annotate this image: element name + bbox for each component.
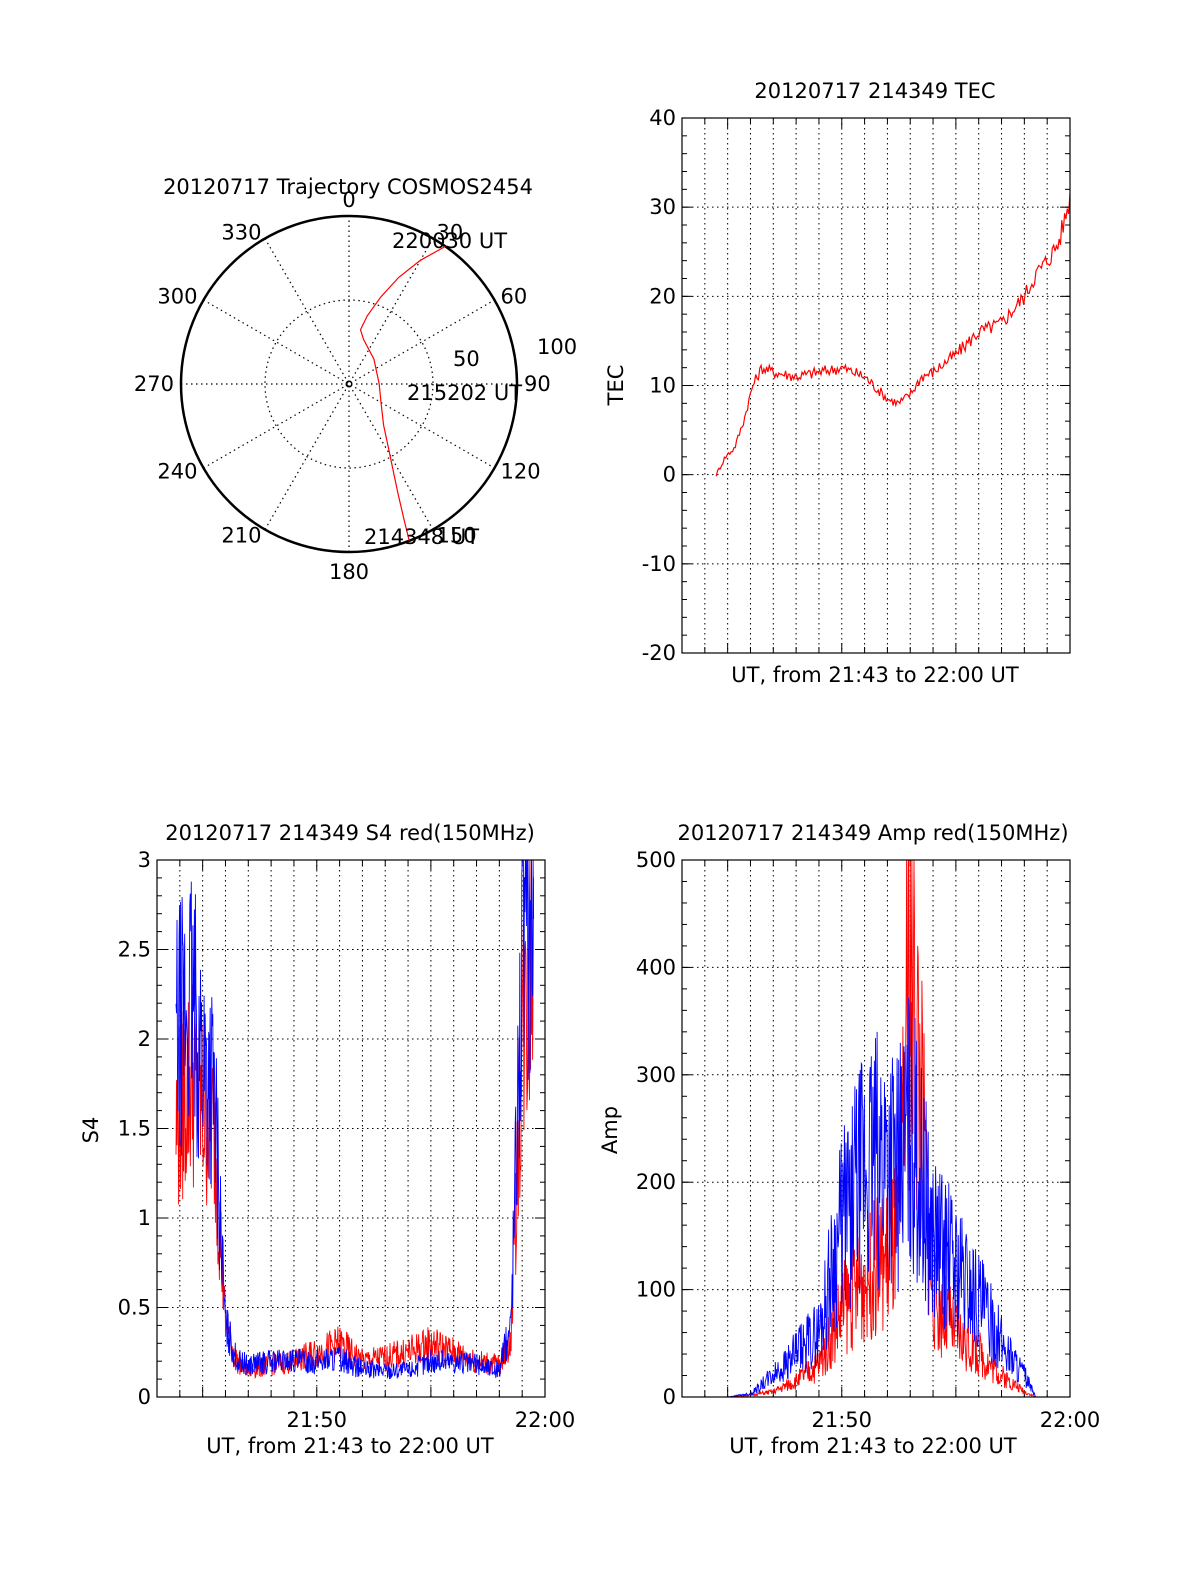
amp-series [701, 859, 1070, 1398]
tec-ytick-label: -20 [642, 641, 676, 665]
amp-ytick-label: 0 [663, 1385, 676, 1409]
tec-plot-frame [681, 117, 1071, 654]
s4-ytick-label: 0 [138, 1385, 151, 1409]
polar-angle-tick: 0 [342, 188, 355, 212]
tec-grid [681, 117, 1071, 654]
s4-series-line [175, 859, 535, 1380]
polar-spoke [203, 299, 495, 469]
polar-angle-tick: 300 [157, 285, 197, 309]
tec-y-label: TEC [604, 365, 628, 407]
s4-plot-frame [156, 859, 546, 1398]
s4-series [175, 859, 535, 1380]
polar-inner-ring [264, 299, 434, 469]
trajectory-label-mid: 215202 UT [407, 381, 522, 405]
tec-series [715, 193, 1071, 477]
polar-angle-tick: 150 [437, 524, 477, 548]
tec-ytick-label: 10 [649, 374, 676, 398]
polar-angle-tick: 180 [329, 560, 369, 584]
amp-y-label: Amp [598, 1106, 622, 1154]
amp-ytick-label: 300 [636, 1063, 676, 1087]
amp-y-ticks: 0 100 200 300 400 500 [636, 848, 676, 1409]
radial-tick-50: 50 [453, 347, 480, 371]
polar-angle-tick: 240 [157, 460, 197, 484]
s4-title: 20120717 214349 S4 red(150MHz) [165, 821, 535, 845]
amp-xtick-label: 21:50 [811, 1408, 872, 1432]
s4-ytick-label: 1 [138, 1206, 151, 1230]
tec-ytick-label: 20 [649, 284, 676, 308]
amp-xtick-label: 22:00 [1040, 1408, 1101, 1432]
tec-ytick-label: 30 [649, 195, 676, 219]
s4-series-line [175, 859, 535, 1380]
polar-angle-tick: 60 [501, 285, 528, 309]
trajectory-label-start: 220030 UT [392, 229, 507, 253]
amp-panel: 20120717 214349 Amp red(150MHz) 0 100 200 3… [598, 821, 1100, 1458]
s4-xtick-label: 21:50 [286, 1408, 347, 1432]
s4-ytick-label: 3 [138, 848, 151, 872]
amp-x-label: UT, from 21:43 to 22:00 UT [729, 1434, 1017, 1458]
amp-series-line [701, 859, 1070, 1398]
polar-angle-tick: 120 [501, 460, 541, 484]
polar-spoke [264, 238, 434, 530]
amp-title: 20120717 214349 Amp red(150MHz) [677, 821, 1068, 845]
polar-angle-tick: 330 [221, 220, 261, 244]
tec-ytick-label: 0 [663, 463, 676, 487]
trajectory-title: 20120717 Trajectory COSMOS2454 [163, 175, 533, 199]
amp-x-ticks: 21:50 22:00 [811, 1408, 1100, 1432]
amp-plot-frame [681, 859, 1071, 1398]
tec-x-label: UT, from 21:43 to 22:00 UT [731, 663, 1019, 687]
tec-ytick-label: 40 [649, 106, 676, 130]
s4-ytick-label: 0.5 [118, 1296, 151, 1320]
amp-ytick-label: 400 [636, 955, 676, 979]
radial-tick-100: 100 [537, 335, 577, 359]
polar-angle-tick: 210 [221, 524, 261, 548]
s4-y-label: S4 [79, 1117, 103, 1144]
s4-y-ticks: 0 0.5 1 1.5 2 2.5 3 [118, 848, 151, 1409]
polar-angle-tick: 90 [524, 372, 551, 396]
polar-grid [179, 214, 519, 554]
s4-xtick-label: 22:00 [515, 1408, 576, 1432]
amp-series-line [701, 997, 1070, 1398]
polar-angular-ticks: 0 30 60 90 120 150 180 210 240 270 300 330 [134, 188, 551, 584]
s4-ytick-label: 2.5 [118, 938, 151, 962]
s4-x-label: UT, from 21:43 to 22:00 UT [206, 1434, 494, 1458]
tec-ytick-label: -10 [642, 552, 676, 576]
polar-angle-tick: 30 [437, 220, 464, 244]
trajectory-panel: 20120717 Trajectory COSMOS2454 0 30 60 90 12… [134, 175, 577, 584]
polar-spoke [203, 299, 495, 469]
s4-ytick-label: 2 [138, 1027, 151, 1051]
trajectory-label-end: 214348 UT [364, 525, 479, 549]
s4-panel: 20120717 214349 S4 red(150MHz) 0 0.5 1 1.5 2… [79, 821, 575, 1458]
s4-x-ticks: 21:50 22:00 [286, 1408, 575, 1432]
tec-y-ticks: -20 -10 0 10 20 30 40 [642, 106, 676, 665]
trajectory-line [359, 245, 446, 541]
amp-ytick-label: 500 [636, 848, 676, 872]
polar-spoke [264, 238, 434, 530]
polar-angle-tick: 270 [134, 372, 174, 396]
s4-ytick-label: 1.5 [118, 1117, 151, 1141]
tec-series-line [715, 193, 1071, 477]
amp-ytick-label: 100 [636, 1278, 676, 1302]
amp-ytick-label: 200 [636, 1170, 676, 1194]
tec-title: 20120717 214349 TEC [754, 79, 995, 103]
